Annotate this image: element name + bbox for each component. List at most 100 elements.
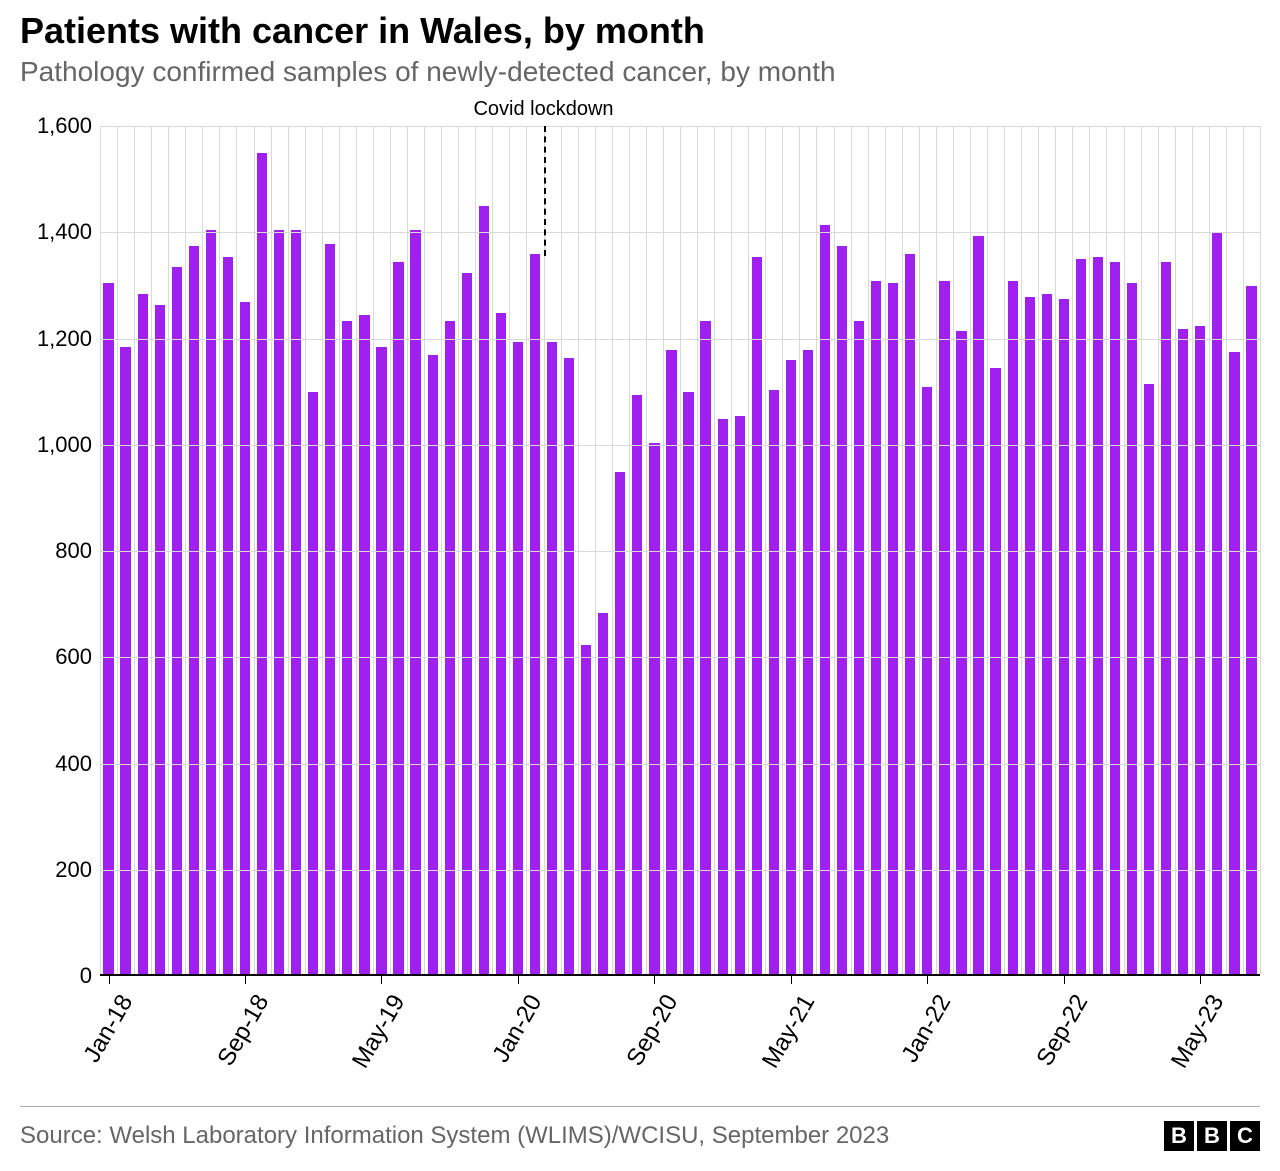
bar bbox=[1076, 259, 1086, 974]
bar bbox=[718, 419, 728, 974]
x-tick bbox=[791, 976, 792, 984]
vertical-gridline bbox=[100, 126, 101, 974]
bar bbox=[1059, 299, 1069, 974]
bar bbox=[990, 368, 1000, 974]
bar bbox=[138, 294, 148, 974]
y-tick-label: 400 bbox=[55, 751, 92, 777]
bar bbox=[632, 395, 642, 974]
vertical-gridline bbox=[117, 126, 118, 974]
bar bbox=[257, 153, 267, 974]
bar bbox=[445, 321, 455, 974]
vertical-gridline bbox=[1226, 126, 1227, 974]
x-tick-label: May-21 bbox=[757, 990, 821, 1073]
source-text: Source: Welsh Laboratory Information Sys… bbox=[20, 1122, 889, 1150]
vertical-gridline bbox=[1072, 126, 1073, 974]
bar bbox=[905, 254, 915, 974]
vertical-gridline bbox=[595, 126, 596, 974]
bar bbox=[1246, 286, 1256, 974]
x-axis-labels: Jan-18Sep-18May-19Jan-20Sep-20May-21Jan-… bbox=[100, 976, 1260, 1096]
x-tick-label: May-19 bbox=[347, 990, 411, 1073]
annotation-label: Covid lockdown bbox=[473, 98, 613, 121]
bar bbox=[206, 230, 216, 974]
vertical-gridline bbox=[1260, 126, 1261, 974]
bar bbox=[359, 315, 369, 974]
vertical-gridline bbox=[458, 126, 459, 974]
vertical-gridline bbox=[1089, 126, 1090, 974]
x-tick bbox=[927, 976, 928, 984]
vertical-gridline bbox=[390, 126, 391, 974]
vertical-gridline bbox=[561, 126, 562, 974]
x-tick-label: Sep-20 bbox=[622, 990, 685, 1071]
y-tick-label: 1,600 bbox=[37, 113, 92, 139]
vertical-gridline bbox=[1141, 126, 1142, 974]
vertical-gridline bbox=[492, 126, 493, 974]
y-tick-label: 1,000 bbox=[37, 432, 92, 458]
vertical-gridline bbox=[680, 126, 681, 974]
vertical-gridline bbox=[373, 126, 374, 974]
bar bbox=[1093, 257, 1103, 974]
bar bbox=[615, 472, 625, 974]
vertical-gridline bbox=[1004, 126, 1005, 974]
bar bbox=[666, 350, 676, 974]
vertical-gridline bbox=[953, 126, 954, 974]
y-axis: 02004006008001,0001,2001,4001,600 bbox=[20, 126, 100, 976]
bar bbox=[342, 321, 352, 974]
vertical-gridline bbox=[851, 126, 852, 974]
chart-subtitle: Pathology confirmed samples of newly-det… bbox=[20, 56, 1260, 88]
bar bbox=[1212, 233, 1222, 974]
bar bbox=[325, 244, 335, 974]
vertical-gridline bbox=[885, 126, 886, 974]
vertical-gridline bbox=[1038, 126, 1039, 974]
chart-footer: Source: Welsh Laboratory Information Sys… bbox=[20, 1106, 1260, 1151]
vertical-gridline bbox=[509, 126, 510, 974]
bar bbox=[189, 246, 199, 974]
bar bbox=[769, 390, 779, 974]
vertical-gridline bbox=[356, 126, 357, 974]
vertical-gridline bbox=[919, 126, 920, 974]
x-tick-label: Jan-20 bbox=[487, 990, 548, 1068]
bbc-logo-letter: B bbox=[1197, 1121, 1227, 1151]
bar bbox=[496, 313, 506, 974]
vertical-gridline bbox=[868, 126, 869, 974]
vertical-gridline bbox=[219, 126, 220, 974]
annotation-line bbox=[544, 126, 546, 256]
bar bbox=[598, 613, 608, 974]
vertical-gridline bbox=[714, 126, 715, 974]
vertical-gridline bbox=[1192, 126, 1193, 974]
bar bbox=[922, 387, 932, 974]
vertical-gridline bbox=[151, 126, 152, 974]
bar bbox=[564, 358, 574, 974]
x-tick-label: May-23 bbox=[1166, 990, 1230, 1073]
y-tick-label: 1,400 bbox=[37, 219, 92, 245]
bar bbox=[393, 262, 403, 974]
bar bbox=[700, 321, 710, 974]
vertical-gridline bbox=[1055, 126, 1056, 974]
bar bbox=[683, 392, 693, 974]
bar bbox=[530, 254, 540, 974]
vertical-gridline bbox=[816, 126, 817, 974]
bar bbox=[120, 347, 130, 974]
vertical-gridline bbox=[271, 126, 272, 974]
vertical-gridline bbox=[1158, 126, 1159, 974]
vertical-gridline bbox=[441, 126, 442, 974]
x-tick-label: Jan-22 bbox=[897, 990, 958, 1068]
bar bbox=[223, 257, 233, 974]
chart-container: Patients with cancer in Wales, by month … bbox=[0, 0, 1280, 1171]
vertical-gridline bbox=[526, 126, 527, 974]
vertical-gridline bbox=[782, 126, 783, 974]
vertical-gridline bbox=[1175, 126, 1176, 974]
vertical-gridline bbox=[424, 126, 425, 974]
bar bbox=[1025, 297, 1035, 974]
bar bbox=[376, 347, 386, 974]
bar bbox=[854, 321, 864, 974]
bar bbox=[1178, 329, 1188, 974]
vertical-gridline bbox=[185, 126, 186, 974]
vertical-gridline bbox=[322, 126, 323, 974]
bar bbox=[291, 230, 301, 974]
vertical-gridline bbox=[799, 126, 800, 974]
bar bbox=[803, 350, 813, 974]
bar bbox=[479, 206, 489, 974]
bar bbox=[240, 302, 250, 974]
bar bbox=[649, 443, 659, 974]
vertical-gridline bbox=[1243, 126, 1244, 974]
